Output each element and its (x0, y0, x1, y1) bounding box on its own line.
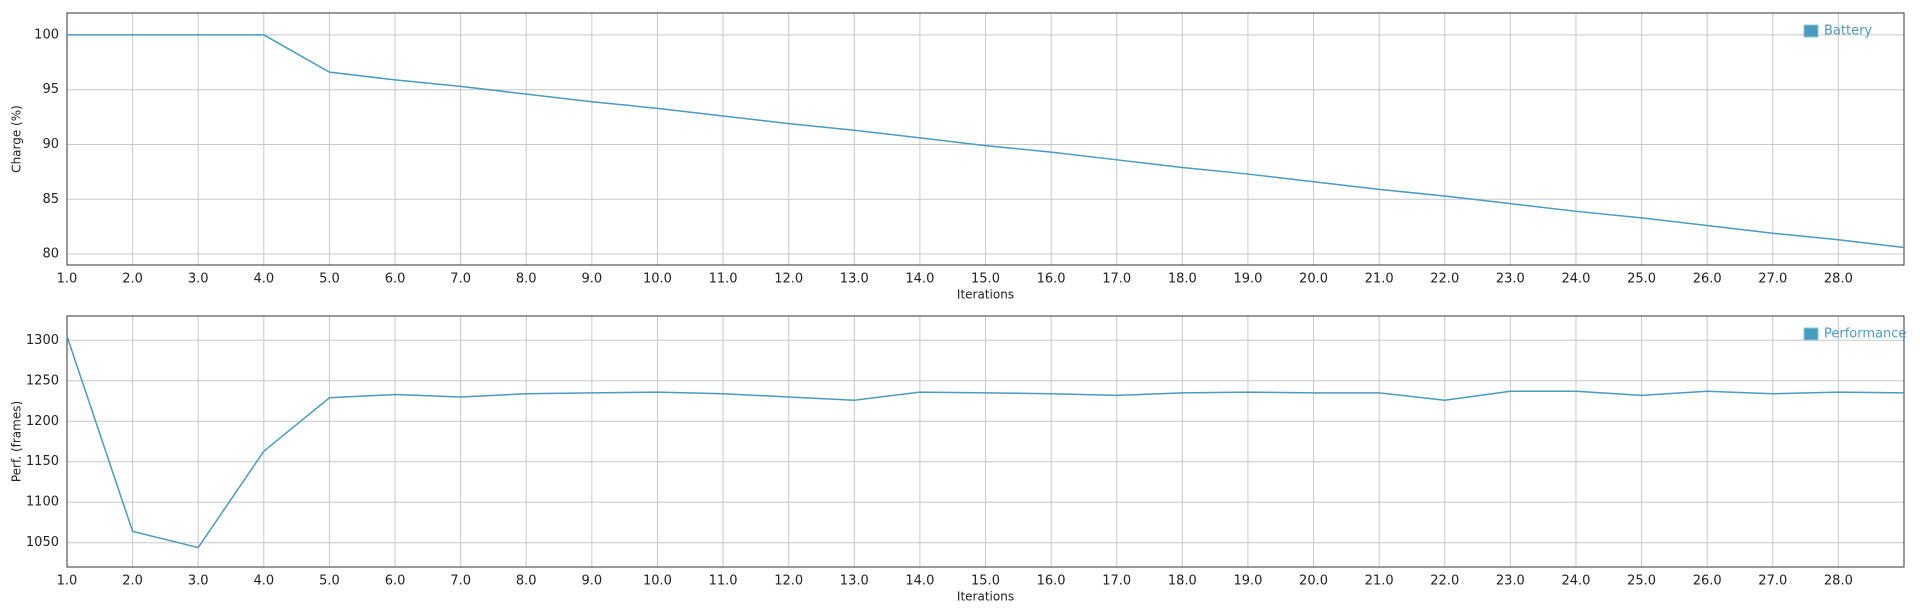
x-tick-label: 6.0 (385, 574, 406, 589)
x-tick-label: 9.0 (582, 574, 603, 589)
x-tick-label: 21.0 (1365, 272, 1394, 287)
x-tick-label: 22.0 (1430, 272, 1459, 287)
plot-frame (66, 315, 1905, 568)
y-tick-label: 95 (42, 82, 59, 97)
x-tick-label: 26.0 (1693, 574, 1722, 589)
x-tick-label: 19.0 (1233, 272, 1262, 287)
x-tick-label: 13.0 (840, 272, 869, 287)
x-tick-label: 19.0 (1233, 574, 1262, 589)
x-tick-label: 9.0 (582, 272, 603, 287)
x-tick-label: 11.0 (709, 574, 738, 589)
x-tick-label: 14.0 (905, 574, 934, 589)
y-tick-label: 1300 (26, 333, 59, 348)
x-tick-label: 15.0 (971, 272, 1000, 287)
x-tick-label: 5.0 (319, 272, 340, 287)
y-tick-label: 1050 (26, 535, 59, 550)
x-tick-label: 8.0 (516, 272, 537, 287)
x-tick-label: 17.0 (1102, 574, 1131, 589)
x-tick-label: 21.0 (1365, 574, 1394, 589)
x-tick-label: 12.0 (774, 272, 803, 287)
x-tick-label: 25.0 (1627, 272, 1656, 287)
x-tick-label: 25.0 (1627, 574, 1656, 589)
x-tick-label: 8.0 (516, 574, 537, 589)
y-tick-label: 1150 (26, 454, 59, 469)
x-tick-label: 23.0 (1496, 574, 1525, 589)
x-tick-label: 26.0 (1693, 272, 1722, 287)
x-tick-label: 1.0 (57, 574, 78, 589)
x-tick-label: 16.0 (1037, 272, 1066, 287)
x-tick-label: 16.0 (1037, 574, 1066, 589)
y-tick-label: 80 (42, 247, 59, 262)
x-tick-label: 1.0 (57, 272, 78, 287)
data-line (67, 34, 1905, 249)
x-tick-label: 7.0 (450, 272, 471, 287)
y-axis-label: Charge (%) (10, 105, 24, 173)
x-tick-label: 23.0 (1496, 272, 1525, 287)
x-tick-label: 13.0 (840, 574, 869, 589)
x-tick-label: 6.0 (385, 272, 406, 287)
legend-label: Performance (1824, 327, 1906, 342)
x-tick-label: 27.0 (1758, 574, 1787, 589)
x-tick-label: 28.0 (1824, 574, 1853, 589)
x-axis-label: Iterations (957, 288, 1014, 302)
x-axis-label: Iterations (957, 590, 1014, 604)
y-tick-label: 1250 (26, 373, 59, 388)
y-tick-label: 1200 (26, 414, 59, 429)
y-tick-label: 100 (34, 27, 59, 42)
x-tick-label: 4.0 (253, 272, 274, 287)
plot-frame (66, 12, 1905, 266)
x-tick-label: 14.0 (905, 272, 934, 287)
x-tick-label: 10.0 (643, 272, 672, 287)
legend-swatch (1803, 327, 1819, 341)
x-tick-label: 28.0 (1824, 272, 1853, 287)
legend-swatch (1803, 24, 1819, 38)
legend-label: Battery (1824, 24, 1872, 39)
x-tick-label: 10.0 (643, 574, 672, 589)
x-tick-label: 7.0 (450, 574, 471, 589)
x-tick-label: 17.0 (1102, 272, 1131, 287)
x-tick-label: 24.0 (1561, 574, 1590, 589)
x-tick-label: 4.0 (253, 574, 274, 589)
x-tick-label: 3.0 (188, 272, 209, 287)
x-tick-label: 20.0 (1299, 272, 1328, 287)
x-tick-label: 18.0 (1168, 574, 1197, 589)
x-tick-label: 2.0 (122, 574, 143, 589)
x-tick-label: 11.0 (709, 272, 738, 287)
y-tick-label: 90 (42, 137, 59, 152)
y-tick-label: 1100 (26, 495, 59, 510)
y-tick-label: 85 (42, 192, 59, 207)
x-tick-label: 5.0 (319, 574, 340, 589)
x-tick-label: 12.0 (774, 574, 803, 589)
x-tick-label: 20.0 (1299, 574, 1328, 589)
x-tick-label: 3.0 (188, 574, 209, 589)
x-tick-label: 18.0 (1168, 272, 1197, 287)
x-tick-label: 24.0 (1561, 272, 1590, 287)
y-axis-label: Perf. (frames) (10, 401, 24, 482)
x-tick-label: 15.0 (971, 574, 1000, 589)
x-tick-label: 22.0 (1430, 574, 1459, 589)
x-tick-label: 27.0 (1758, 272, 1787, 287)
data-line (66, 336, 1905, 549)
x-tick-label: 2.0 (122, 272, 143, 287)
